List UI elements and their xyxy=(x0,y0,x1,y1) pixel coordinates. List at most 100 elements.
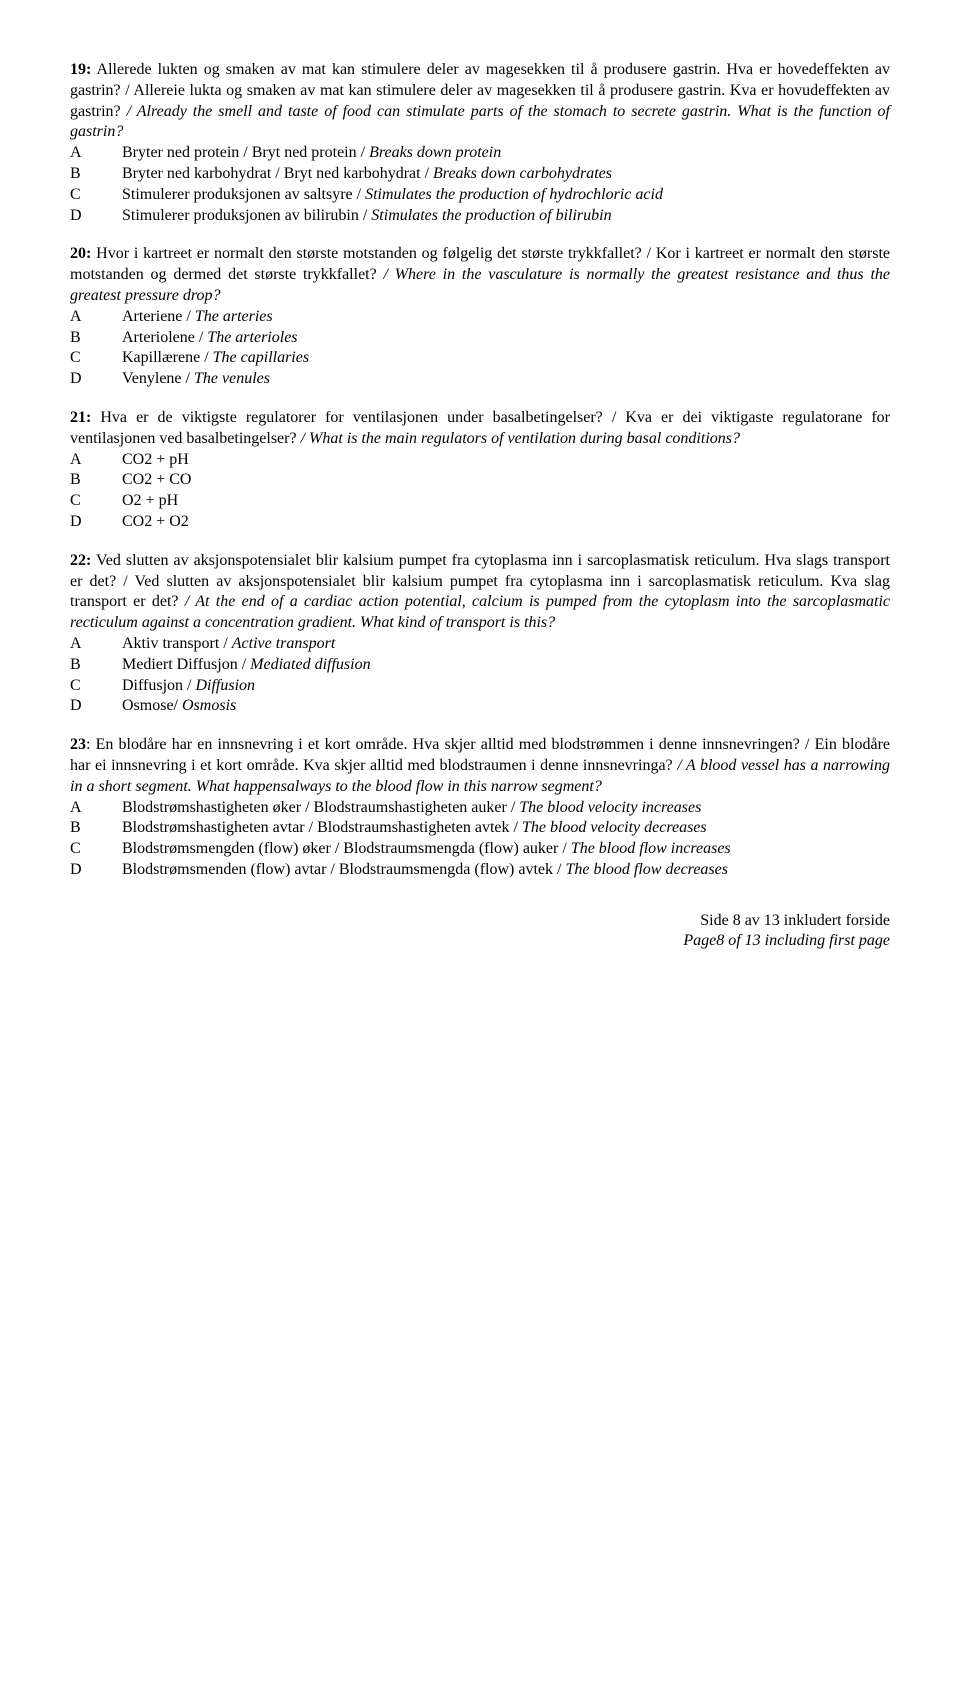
option-row: ABlodstrømshastigheten øker / Blodstraum… xyxy=(70,798,890,819)
option-letter: D xyxy=(70,696,122,717)
option-row: AAktiv transport / Active transport xyxy=(70,634,890,655)
option-text-en: The blood flow increases xyxy=(571,840,731,857)
question-text-en: / What is the main regulators of ventila… xyxy=(301,430,740,447)
question-text: 20: Hvor i kartreet er normalt den størs… xyxy=(70,244,890,306)
option-text-nb: Bryter ned karbohydrat / Bryt ned karboh… xyxy=(122,165,433,182)
option-letter: D xyxy=(70,860,122,881)
option-text-nb: Arteriolene / xyxy=(122,329,207,346)
option-text: Blodstrømshastigheten avtar / Blodstraum… xyxy=(122,818,890,839)
option-text-en: The capillaries xyxy=(213,349,309,366)
question-text: 19: Allerede lukten og smaken av mat kan… xyxy=(70,60,890,143)
option-row: ACO2 + pH xyxy=(70,450,890,471)
option-text-nb: Kapillærene / xyxy=(122,349,213,366)
option-text-en: Mediated diffusion xyxy=(250,656,370,673)
question-block: 22: Ved slutten av aksjonspotensialet bl… xyxy=(70,551,890,717)
option-row: D Osmose/ Osmosis xyxy=(70,696,890,717)
option-row: CKapillærene / The capillaries xyxy=(70,348,890,369)
option-letter: A xyxy=(70,634,122,655)
question-number: 21: xyxy=(70,409,91,426)
page-footer: Side 8 av 13 inkludert forside Page8 of … xyxy=(70,911,890,953)
option-row: DCO2 + O2 xyxy=(70,512,890,533)
option-text: CO2 + CO xyxy=(122,470,890,491)
option-letter: B xyxy=(70,470,122,491)
option-text: O2 + pH xyxy=(122,491,890,512)
option-text: Kapillærene / The capillaries xyxy=(122,348,890,369)
option-letter: A xyxy=(70,450,122,471)
option-letter: A xyxy=(70,307,122,328)
option-text-en: Stimulates the production of hydrochlori… xyxy=(365,186,663,203)
option-text: Stimulerer produksjonen av bilirubin / S… xyxy=(122,206,890,227)
question-text-en: / At the end of a cardiac action potenti… xyxy=(70,593,890,631)
option-row: DStimulerer produksjonen av bilirubin / … xyxy=(70,206,890,227)
option-row: CO2 + pH xyxy=(70,491,890,512)
option-text-en: The venules xyxy=(194,370,270,387)
option-letter: D xyxy=(70,512,122,533)
option-letter: B xyxy=(70,164,122,185)
option-text-en: Breaks down protein xyxy=(369,144,501,161)
option-row: C Diffusjon / Diffusion xyxy=(70,676,890,697)
option-row: DVenylene / The venules xyxy=(70,369,890,390)
option-text: Osmose/ Osmosis xyxy=(122,696,890,717)
option-text-nb: Blodstrømshastigheten avtar / Blodstraum… xyxy=(122,819,522,836)
footer-en: Page8 of 13 including first page xyxy=(683,932,890,949)
option-letter: D xyxy=(70,206,122,227)
option-text: Mediert Diffusjon / Mediated diffusion xyxy=(122,655,890,676)
question-text: 23: En blodåre har en innsnevring i et k… xyxy=(70,735,890,797)
option-text-en: The blood velocity decreases xyxy=(522,819,707,836)
question-block: 21: Hva er de viktigste regulatorer for … xyxy=(70,408,890,533)
option-text: Aktiv transport / Active transport xyxy=(122,634,890,655)
option-text: CO2 + pH xyxy=(122,450,890,471)
option-text: Bryter ned karbohydrat / Bryt ned karboh… xyxy=(122,164,890,185)
option-row: DBlodstrømsmenden (flow) avtar / Blodstr… xyxy=(70,860,890,881)
option-text-nb: O2 + pH xyxy=(122,492,178,509)
option-letter: A xyxy=(70,798,122,819)
question-text: 22: Ved slutten av aksjonspotensialet bl… xyxy=(70,551,890,634)
option-text-en: The arterioles xyxy=(207,329,297,346)
option-row: CBlodstrømsmengden (flow) øker / Blodstr… xyxy=(70,839,890,860)
option-row: AArteriene / The arteries xyxy=(70,307,890,328)
option-text: Arteriene / The arteries xyxy=(122,307,890,328)
option-text: Blodstrømsmengden (flow) øker / Blodstra… xyxy=(122,839,890,860)
question-text-en: / Already the smell and taste of food ca… xyxy=(70,103,890,141)
option-text-nb: Arteriene / xyxy=(122,308,195,325)
option-text-nb: Stimulerer produksjonen av bilirubin / xyxy=(122,207,371,224)
option-text-nb: Stimulerer produksjonen av saltsyre / xyxy=(122,186,365,203)
option-letter: C xyxy=(70,839,122,860)
option-letter: C xyxy=(70,185,122,206)
question-number: 22: xyxy=(70,552,91,569)
option-text-en: Diffusion xyxy=(195,677,255,694)
option-text-nb: Osmose/ xyxy=(122,697,182,714)
question-text: 21: Hva er de viktigste regulatorer for … xyxy=(70,408,890,450)
option-letter: B xyxy=(70,655,122,676)
question-block: 19: Allerede lukten og smaken av mat kan… xyxy=(70,60,890,226)
footer-nb: Side 8 av 13 inkludert forside xyxy=(700,912,890,929)
option-row: ABryter ned protein / Bryt ned protein /… xyxy=(70,143,890,164)
option-text-nb: Blodstrømsmengden (flow) øker / Blodstra… xyxy=(122,840,571,857)
option-text-en: The blood velocity increases xyxy=(519,799,701,816)
option-text-en: Breaks down carbohydrates xyxy=(433,165,612,182)
option-letter: C xyxy=(70,348,122,369)
option-text-en: The blood flow decreases xyxy=(565,861,728,878)
option-text-nb: CO2 + CO xyxy=(122,471,191,488)
option-text: Bryter ned protein / Bryt ned protein / … xyxy=(122,143,890,164)
option-text-nb: Mediert Diffusjon / xyxy=(122,656,250,673)
option-text: CO2 + O2 xyxy=(122,512,890,533)
option-text: Diffusjon / Diffusion xyxy=(122,676,890,697)
question-block: 20: Hvor i kartreet er normalt den størs… xyxy=(70,244,890,390)
option-text: Blodstrømsmenden (flow) avtar / Blodstra… xyxy=(122,860,890,881)
option-text: Stimulerer produksjonen av saltsyre / St… xyxy=(122,185,890,206)
option-text-nb: Blodstrømsmenden (flow) avtar / Blodstra… xyxy=(122,861,565,878)
option-letter: C xyxy=(70,491,122,512)
option-row: B Mediert Diffusjon / Mediated diffusion xyxy=(70,655,890,676)
option-text-nb: Aktiv transport / xyxy=(122,635,232,652)
question-block: 23: En blodåre har en innsnevring i et k… xyxy=(70,735,890,881)
option-row: BArteriolene / The arterioles xyxy=(70,328,890,349)
option-text-en: Stimulates the production of bilirubin xyxy=(371,207,611,224)
option-text-nb: Venylene / xyxy=(122,370,194,387)
option-text-en: Active transport xyxy=(232,635,336,652)
option-row: BCO2 + CO xyxy=(70,470,890,491)
option-letter: B xyxy=(70,818,122,839)
option-row: BBlodstrømshastigheten avtar / Blodstrau… xyxy=(70,818,890,839)
option-text-nb: Diffusjon / xyxy=(122,677,195,694)
option-letter: A xyxy=(70,143,122,164)
